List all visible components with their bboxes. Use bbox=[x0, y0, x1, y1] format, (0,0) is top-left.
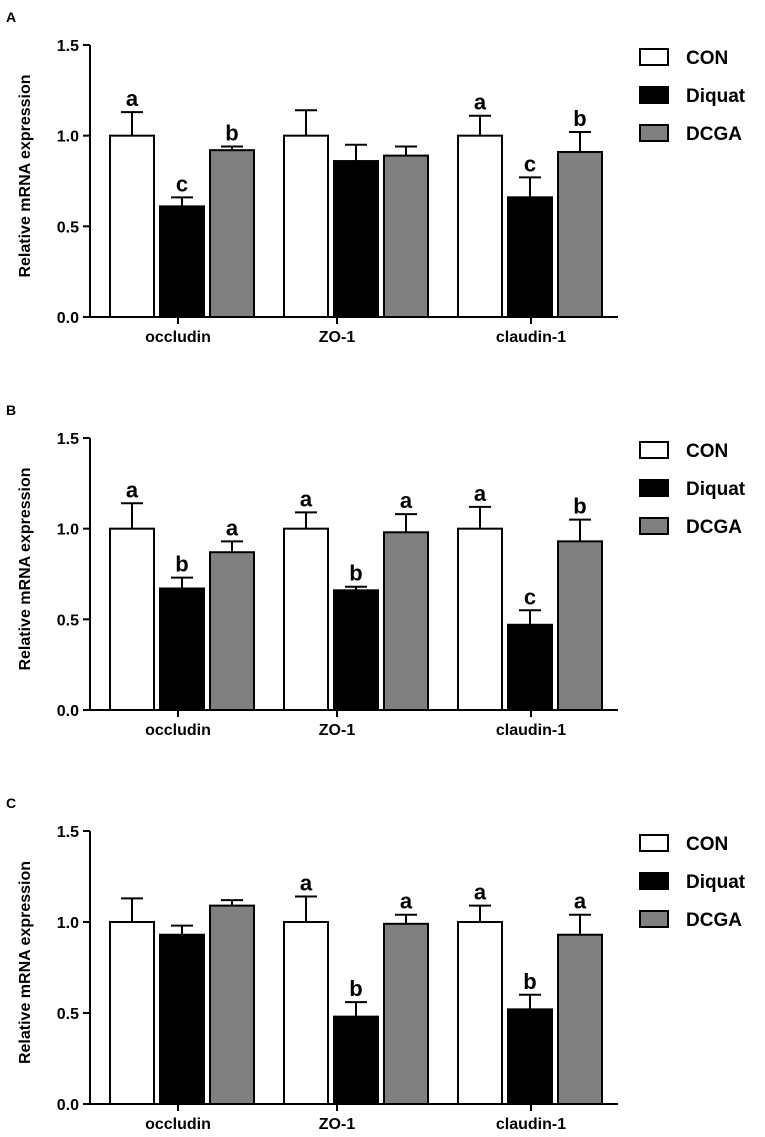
bar-dcga bbox=[209, 149, 255, 318]
significance-label: a bbox=[400, 488, 413, 513]
significance-label: c bbox=[524, 151, 536, 176]
y-tick-label: 0.5 bbox=[57, 1006, 79, 1023]
legend-swatch-con bbox=[639, 48, 669, 66]
legend-swatch-dcga bbox=[639, 124, 669, 142]
y-tick-label: 1.5 bbox=[57, 38, 79, 55]
x-tick-label: occludin bbox=[145, 1116, 211, 1133]
bar-con bbox=[109, 527, 155, 712]
significance-label: a bbox=[126, 86, 139, 111]
x-tick-label: occludin bbox=[145, 722, 211, 739]
legend-swatch-con bbox=[639, 834, 669, 852]
x-tick-label: claudin-1 bbox=[496, 1116, 566, 1133]
y-axis-title: Relative mRNA expression bbox=[17, 861, 34, 1064]
bar-dcga bbox=[557, 540, 603, 711]
y-tick-label: 1.0 bbox=[57, 129, 79, 146]
bar-diquat bbox=[333, 589, 379, 712]
bar-dcga bbox=[557, 933, 603, 1105]
legend-swatch-dcga bbox=[639, 910, 669, 928]
legend-label: Diquat bbox=[686, 872, 746, 893]
bar-diquat bbox=[333, 160, 379, 318]
chart-panel-b: B 0.0 0.5 1.0 1.5 Relative mRNA expression occ… bbox=[6, 402, 746, 739]
y-tick-label: 0.0 bbox=[57, 310, 79, 327]
legend-swatch-con bbox=[639, 441, 669, 459]
bar-diquat bbox=[159, 933, 205, 1105]
significance-label: a bbox=[474, 90, 487, 115]
significance-label: b bbox=[349, 976, 362, 1001]
bar-con bbox=[457, 134, 503, 318]
panel-label: A bbox=[6, 9, 16, 25]
significance-label: a bbox=[126, 477, 139, 502]
bar-con bbox=[283, 921, 329, 1105]
y-tick-label: 1.0 bbox=[57, 522, 79, 539]
bar-con bbox=[283, 527, 329, 712]
bar-con bbox=[109, 134, 155, 318]
significance-label: a bbox=[474, 481, 487, 506]
y-tick-label: 1.0 bbox=[57, 915, 79, 932]
y-axis-title: Relative mRNA expression bbox=[17, 74, 34, 277]
y-tick-label: 1.5 bbox=[57, 824, 79, 841]
legend-label: Diquat bbox=[686, 479, 746, 500]
significance-label: c bbox=[176, 171, 188, 196]
legend-label: CON bbox=[686, 441, 728, 462]
significance-label: a bbox=[574, 889, 587, 914]
bar-diquat bbox=[507, 196, 553, 319]
panel-label: B bbox=[6, 402, 16, 418]
significance-label: a bbox=[300, 486, 313, 511]
y-tick-label: 0.5 bbox=[57, 219, 79, 236]
bar-diquat bbox=[159, 587, 205, 711]
significance-label: b bbox=[573, 494, 586, 519]
significance-label: a bbox=[474, 880, 487, 905]
x-tick-label: ZO-1 bbox=[319, 329, 356, 346]
legend-label: DCGA bbox=[686, 910, 742, 931]
chart-panel-c: C 0.0 0.5 1.0 1.5 Relative mRNA expression occ… bbox=[6, 795, 746, 1133]
y-tick-label: 0.0 bbox=[57, 1097, 79, 1114]
x-tick-label: ZO-1 bbox=[319, 1116, 356, 1133]
bar-con bbox=[283, 134, 329, 318]
legend-label: CON bbox=[686, 834, 728, 855]
significance-label: a bbox=[226, 515, 239, 540]
bar-dcga bbox=[383, 154, 429, 318]
y-axis-title: Relative mRNA expression bbox=[17, 467, 34, 670]
y-tick-label: 0.5 bbox=[57, 612, 79, 629]
significance-label: a bbox=[400, 889, 413, 914]
x-tick-label: claudin-1 bbox=[496, 722, 566, 739]
bar-diquat bbox=[333, 1015, 379, 1106]
bar-dcga bbox=[209, 904, 255, 1105]
legend-swatch-diquat bbox=[639, 86, 669, 104]
significance-label: b bbox=[175, 552, 188, 577]
y-tick-label: 0.0 bbox=[57, 703, 79, 720]
chart-panel-a: A 0.0 0.5 1.0 1.5 Relative mRNA expression occ… bbox=[6, 9, 746, 346]
significance-label: b bbox=[349, 561, 362, 586]
bar-con bbox=[457, 527, 503, 712]
significance-label: b bbox=[225, 121, 238, 146]
significance-label: b bbox=[573, 106, 586, 131]
legend-label: CON bbox=[686, 48, 728, 69]
legend-swatch-diquat bbox=[639, 479, 669, 497]
bar-dcga bbox=[383, 922, 429, 1105]
bar-dcga bbox=[557, 150, 603, 318]
y-tick-label: 1.5 bbox=[57, 431, 79, 448]
significance-label: a bbox=[300, 871, 313, 896]
legend-swatch-dcga bbox=[639, 517, 669, 535]
bar-con bbox=[457, 921, 503, 1105]
bar-diquat bbox=[159, 205, 205, 319]
legend-label: Diquat bbox=[686, 86, 746, 107]
bar-con bbox=[109, 921, 155, 1105]
x-tick-label: ZO-1 bbox=[319, 722, 356, 739]
x-tick-label: claudin-1 bbox=[496, 329, 566, 346]
panel-label: C bbox=[6, 795, 16, 811]
legend-label: DCGA bbox=[686, 124, 742, 145]
legend-label: DCGA bbox=[686, 517, 742, 538]
x-tick-label: occludin bbox=[145, 329, 211, 346]
significance-label: b bbox=[523, 969, 536, 994]
bar-dcga bbox=[383, 531, 429, 711]
bar-diquat bbox=[507, 623, 553, 711]
bar-dcga bbox=[209, 551, 255, 711]
significance-label: c bbox=[524, 584, 536, 609]
bar-diquat bbox=[507, 1008, 553, 1105]
legend-swatch-diquat bbox=[639, 872, 669, 890]
